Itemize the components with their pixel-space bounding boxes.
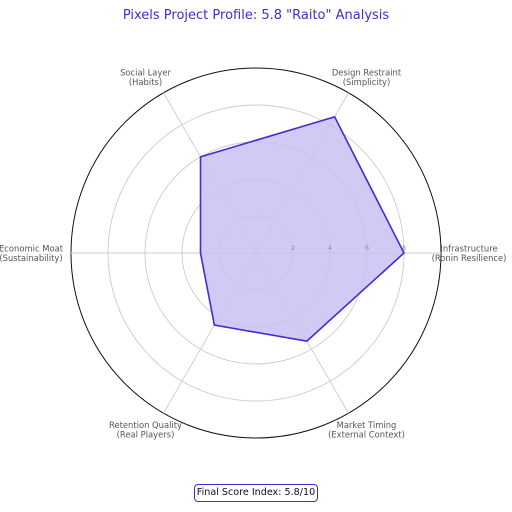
axis-label: Market Timing (External Context) [328,420,405,440]
tick-label: 2 [291,245,295,252]
axis-label: Infrastructure (Ronin Resilience) [432,243,507,263]
axis-label: Design Restraint (Simplicity) [332,67,402,87]
tick-label: 6 [365,245,369,252]
axis-label: Economic Moat (Sustainability) [0,243,64,263]
axis-label: Social Layer (Habits) [120,67,171,87]
label-layer: 2 4 6 8 Infrastructure (Ronin Resilience) Desi… [0,67,506,439]
final-score-badge: Final Score Index: 5.8/10 [194,484,318,502]
tick-label: 8 [402,245,406,252]
tick-label: 4 [328,245,332,252]
series-area [199,115,405,342]
axis-label: Retention Quality (Real Players) [109,420,182,440]
data-layer [199,115,405,342]
chart-title: Pixels Project Profile: 5.8 "Raito" Anal… [122,8,390,23]
